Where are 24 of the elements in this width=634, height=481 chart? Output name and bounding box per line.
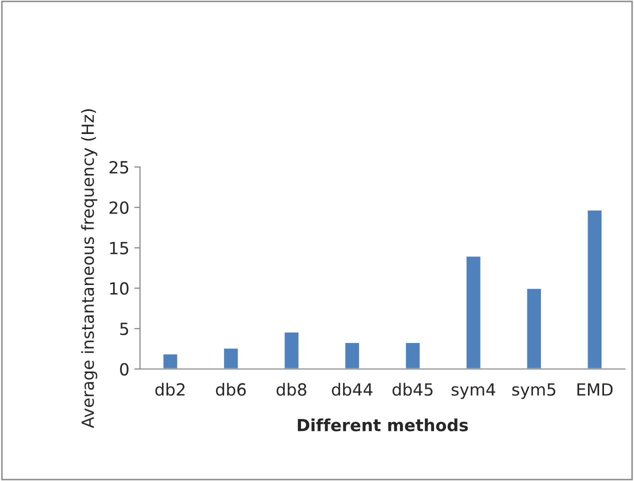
bar xyxy=(222,347,240,369)
x-tick-label: db6 xyxy=(216,382,246,396)
y-tick-label: 15 xyxy=(110,242,128,254)
x-tick-label: sym5 xyxy=(512,383,556,400)
y-tick-label: 10 xyxy=(110,282,128,295)
bar xyxy=(465,255,482,369)
y-tick-label: 5 xyxy=(120,322,128,336)
bar xyxy=(404,342,422,369)
y-axis-title: Average instantaneous frequency (Hz) xyxy=(81,109,98,428)
bar xyxy=(586,209,603,369)
bar xyxy=(344,342,360,369)
y-tick-label: 20 xyxy=(110,201,128,214)
x-axis-title: Different methods xyxy=(298,418,468,432)
bar xyxy=(162,352,179,369)
y-tick-label: 0 xyxy=(120,362,128,376)
x-tick-label: db45 xyxy=(392,382,433,396)
bar xyxy=(283,331,300,369)
y-tick-label: 25 xyxy=(110,160,128,174)
x-tick-label: db44 xyxy=(332,382,372,396)
bar xyxy=(526,288,542,369)
x-tick-label: EMD xyxy=(577,383,613,396)
x-tick-label: db8 xyxy=(276,382,306,396)
x-tick-label: db2 xyxy=(155,382,185,396)
x-tick-label: sym4 xyxy=(452,383,496,400)
